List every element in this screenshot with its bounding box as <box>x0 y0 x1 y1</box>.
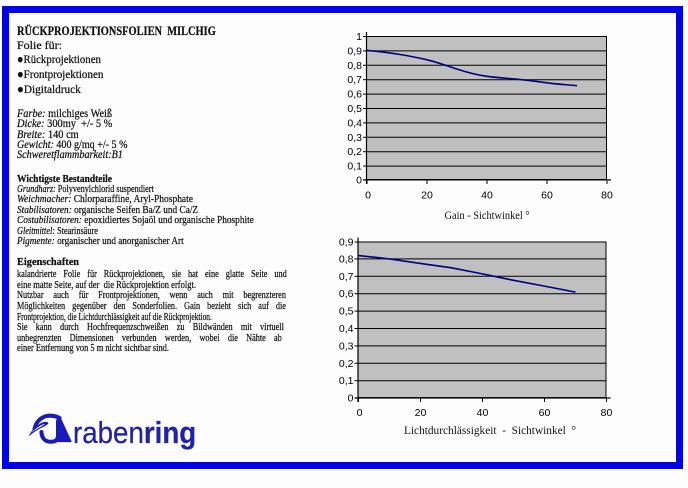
svg-text:0: 0 <box>348 393 354 405</box>
svg-text:0,5: 0,5 <box>339 306 354 318</box>
svg-text:1: 1 <box>356 31 362 43</box>
svg-text:0,1: 0,1 <box>339 375 354 387</box>
svg-text:60: 60 <box>539 407 551 419</box>
svg-text:0,7: 0,7 <box>347 74 362 86</box>
svg-text:0: 0 <box>356 175 362 187</box>
svg-text:0,9: 0,9 <box>339 237 354 249</box>
svg-text:80: 80 <box>601 190 613 202</box>
svg-text:0: 0 <box>365 190 371 202</box>
svg-text:0,9: 0,9 <box>347 45 362 57</box>
svg-text:0,8: 0,8 <box>347 60 362 72</box>
svg-text:40: 40 <box>477 407 489 419</box>
svg-text:40: 40 <box>481 190 493 202</box>
svg-text:0,4: 0,4 <box>347 117 362 129</box>
svg-text:0,2: 0,2 <box>347 146 362 158</box>
svg-text:0,7: 0,7 <box>339 271 354 283</box>
svg-text:60: 60 <box>541 190 553 202</box>
svg-text:80: 80 <box>601 407 613 419</box>
svg-text:0,6: 0,6 <box>339 288 354 300</box>
svg-text:0: 0 <box>357 407 363 419</box>
svg-text:0,8: 0,8 <box>339 253 354 265</box>
svg-text:0,1: 0,1 <box>347 161 362 173</box>
svg-text:20: 20 <box>415 407 427 419</box>
svg-text:0,6: 0,6 <box>347 89 362 101</box>
svg-text:0,3: 0,3 <box>339 340 354 352</box>
svg-text:0,2: 0,2 <box>339 358 354 370</box>
svg-text:0,3: 0,3 <box>347 132 362 144</box>
svg-text:20: 20 <box>421 190 433 202</box>
svg-text:0,4: 0,4 <box>339 323 354 335</box>
svg-text:0,5: 0,5 <box>347 103 362 115</box>
